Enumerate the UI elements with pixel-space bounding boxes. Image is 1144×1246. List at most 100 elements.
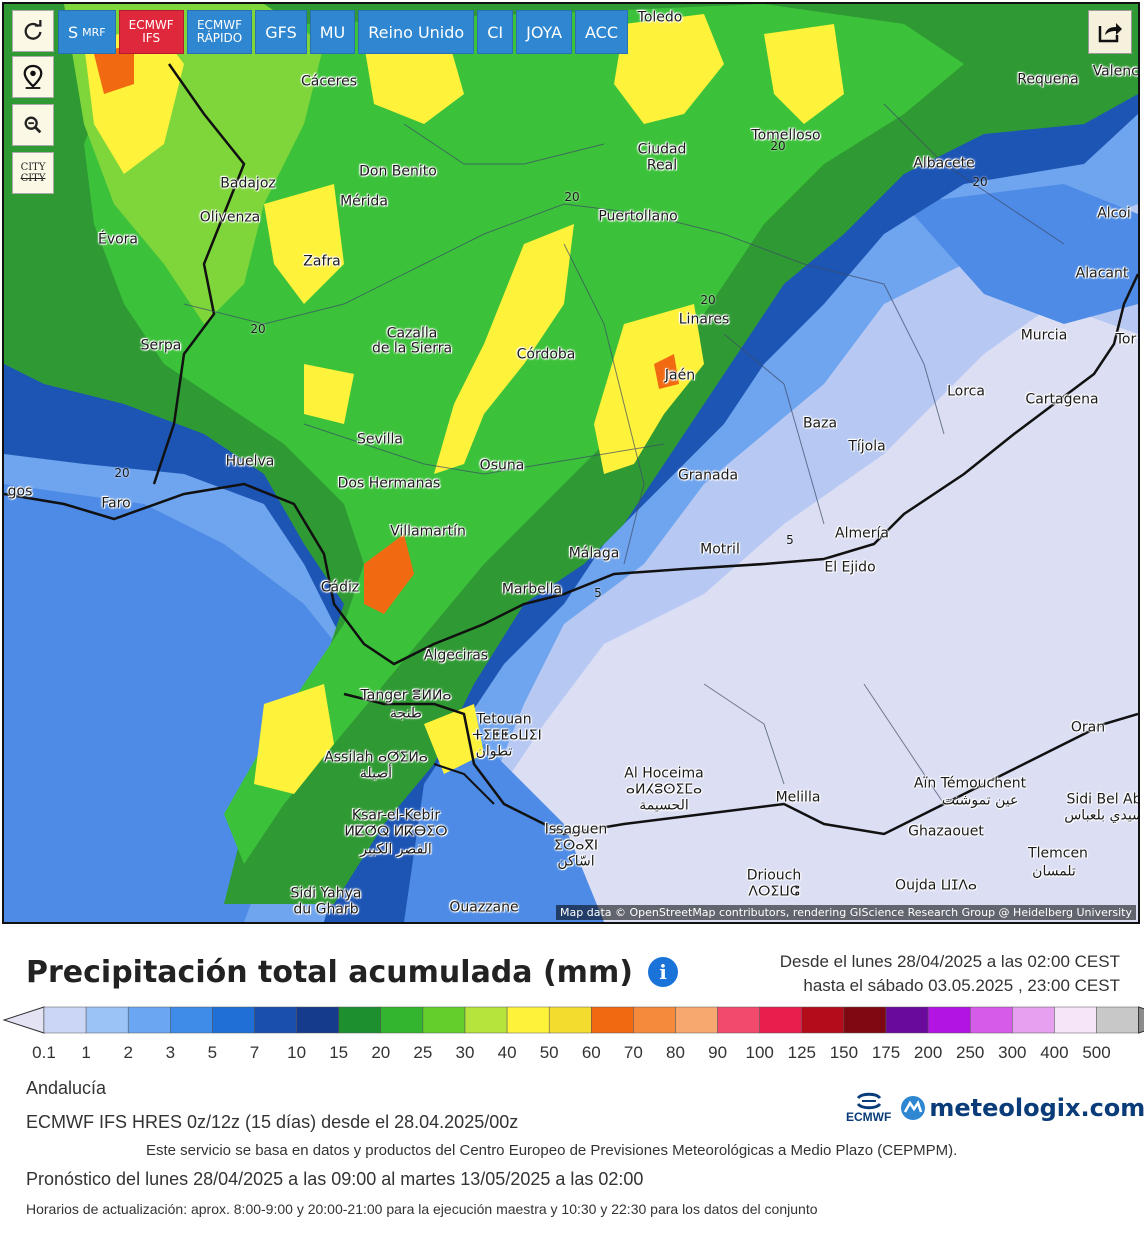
city-label: Dos Hermanas (337, 475, 441, 492)
scale-swatch (759, 1006, 803, 1034)
location-button[interactable] (12, 56, 54, 98)
city-label: ⵜⵉⵟⵟⴰⵡⵉⵏ (472, 727, 542, 744)
model-button-gfs[interactable]: GFS (255, 10, 307, 54)
refresh-button[interactable] (12, 10, 54, 52)
city-label: تطوان (475, 743, 513, 760)
city-label: Puertollano (598, 208, 678, 225)
city-label: Ouazzane (449, 899, 519, 916)
scale-swatch (170, 1006, 213, 1034)
city-label: اسّاكن (557, 853, 595, 870)
scale-swatch (1096, 1006, 1139, 1034)
precipitation-map[interactable]: 20 20 20 20 20 20 5 5 Toledo Cáceres Req… (2, 2, 1140, 924)
meteologix-logo: meteologix.com (899, 1094, 1144, 1122)
scale-tick-label: 1 (81, 1043, 91, 1062)
model-button-reino-unido[interactable]: Reino Unido (358, 10, 475, 54)
city-label: طنجة (390, 705, 422, 722)
scale-swatch (1012, 1006, 1055, 1034)
scale-tick-label: 40 (497, 1043, 517, 1062)
isohyet-label: 20 (972, 175, 988, 189)
model-info: ECMWF IFS HRES 0z/12z (15 días) desde el… (26, 1112, 519, 1132)
model-button-ci[interactable]: CI (477, 10, 514, 54)
scale-tick-label: 50 (539, 1043, 559, 1062)
scale-swatch (717, 1006, 760, 1034)
city-label: Jaén (664, 367, 696, 384)
city-label: Sidi Yahya (290, 885, 362, 902)
scale-swatch (633, 1006, 676, 1034)
scale-tick-label: 200 (913, 1043, 943, 1062)
scale-swatch (843, 1006, 887, 1034)
city-label: Mérida (340, 193, 388, 210)
scale-tick-label: 25 (413, 1043, 433, 1062)
model-button-ecmwf-ifs[interactable]: ECMWF IFS (118, 10, 184, 54)
precipitation-field (4, 4, 1138, 922)
color-scale-ticks: 0.1 1 2 3 5 7 10 15 20 25 30 40 50 60 70 80 90 100 125 150 1… (0, 1043, 1144, 1067)
share-button[interactable] (1088, 10, 1132, 54)
isohyet-label: 20 (564, 190, 580, 204)
model-button-acc[interactable]: ACC (575, 10, 629, 54)
scale-tick-label: 60 (581, 1043, 601, 1062)
city-label: Assilah ⴰⵚⵉⵍⴰ (324, 749, 428, 766)
city-label: Issaguen (544, 821, 608, 838)
scale-swatch (675, 1006, 718, 1034)
scale-tick-label: 70 (623, 1043, 643, 1062)
city-label: Valencia (1092, 63, 1139, 80)
zoom-button[interactable] (12, 104, 54, 146)
city-label: ⵍⵇⵚⵕ ⵍⴽⴱⵉⵔ (344, 823, 448, 840)
city-toggle-label-struck: CITY (20, 173, 46, 184)
scale-swatch (1054, 1006, 1097, 1034)
city-label: du Gharb (293, 901, 359, 918)
city-label: Sevilla (356, 431, 404, 448)
location-pin-icon (23, 64, 43, 89)
logos: ECMWF meteologix.com (846, 1092, 1144, 1124)
city-label: Sidi Bel Ab (1066, 791, 1140, 808)
meteologix-logo-icon (901, 1096, 926, 1120)
city-label: Cartagena (1025, 391, 1099, 408)
scale-tick-label: 150 (829, 1043, 859, 1062)
info-icon[interactable]: i (648, 957, 678, 987)
scale-swatch (927, 1006, 971, 1034)
scale-swatch (254, 1006, 297, 1034)
color-scale (2, 1006, 1144, 1034)
city-label: Cáceres (300, 73, 358, 90)
city-label: تلمسان (1032, 863, 1076, 880)
period-from: Desde el lunes 28/04/2025 a las 02:00 CE… (779, 952, 1120, 971)
scale-tick-label: 125 (787, 1043, 816, 1062)
scale-swatch (296, 1006, 339, 1034)
city-label: Granada (677, 467, 739, 484)
city-label: Linares (678, 311, 730, 328)
city-label: Ciudad (637, 141, 687, 158)
city-label: Badajoz (220, 175, 276, 192)
city-label: Aïn Témouchent (913, 775, 1027, 792)
city-label: Cádiz (320, 579, 360, 596)
scale-tick-label: 5 (207, 1043, 218, 1062)
city-label: Córdoba (516, 346, 576, 363)
city-label: Al Hoceima (624, 765, 704, 782)
city-label: Huelva (225, 453, 275, 470)
update-hours: Horarios de actualización: aprox. 8:00-9… (26, 1201, 818, 1217)
city-label: Oran (1070, 719, 1106, 736)
city-label: Algeciras (423, 647, 489, 664)
isohyet-label: 5 (786, 533, 794, 547)
period-to: hasta el sábado 03.05.2025 , 23:00 CEST (803, 976, 1120, 995)
zoom-icon (24, 116, 42, 134)
city-label: أصيلة (359, 765, 393, 782)
model-button-s-mrf[interactable]: S MRF (58, 10, 116, 54)
scale-swatch (127, 1006, 171, 1034)
scale-swatch (338, 1006, 382, 1034)
model-button-mu[interactable]: MU (309, 10, 356, 54)
city-label: Ghazaouet (908, 823, 984, 840)
city-label: Olivenza (199, 209, 261, 226)
model-button-ecmwf-rapido[interactable]: ECMWF RÁPIDO (186, 10, 253, 54)
service-note: Este servicio se basa en datos y product… (146, 1142, 958, 1159)
city-label: Marbella (501, 581, 563, 598)
model-button-joya[interactable]: JOYA (516, 10, 573, 54)
scale-swatch (801, 1006, 845, 1034)
city-label: Tíjola (848, 438, 886, 455)
city-label: Driouch (746, 867, 802, 884)
city-label: ⵉⵙⴰⴳⵏ (553, 837, 599, 854)
city-toggle-button[interactable]: CITY CITY (12, 152, 54, 194)
model-selector: S MRF ECMWF IFS ECMWF RÁPIDO GFS MU Reino U… (58, 10, 629, 54)
city-label: Tlemcen (1028, 845, 1088, 862)
scale-tick-label: 20 (371, 1043, 391, 1062)
share-icon (1098, 23, 1122, 43)
